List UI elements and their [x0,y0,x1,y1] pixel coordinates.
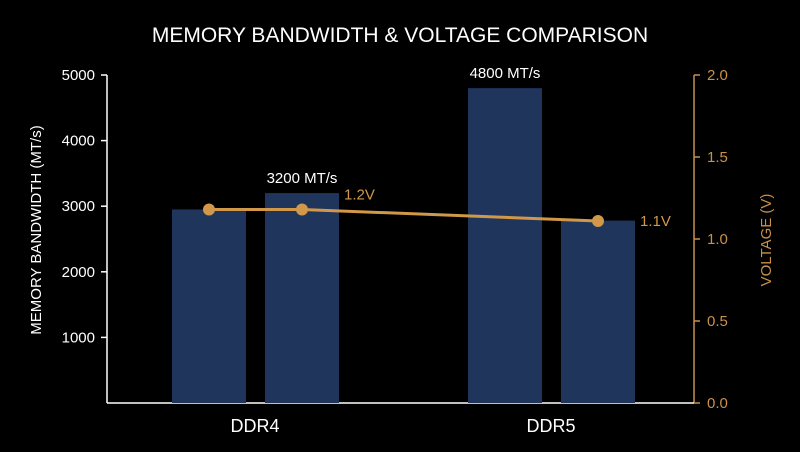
bar-ddr5-a [468,88,542,404]
x-tick-label: DDR4 [230,416,279,436]
bar-series [172,88,635,404]
bar-value-label: 3200 MT/s [267,170,338,187]
voltage-value-label: 1.2V [344,186,375,203]
voltage-point [296,203,308,216]
voltage-series [203,203,604,227]
y-left-tick-label: 5000 [62,67,95,84]
x-tick-label: DDR5 [526,416,575,436]
voltage-value-label: 1.1V [640,213,671,230]
y-left-tick-label: 4000 [62,133,95,150]
y-left-tick-label: 2000 [62,264,95,281]
y-left-tick-label: 1000 [62,329,95,346]
bar-value-label: 4800 MT/s [470,65,541,82]
chart-title: MEMORY BANDWIDTH & VOLTAGE COMPARISON [152,24,648,47]
bar-ddr5-b [561,220,635,403]
data-labels: 3200 MT/s 4800 MT/s 1.2V 1.1V [267,65,671,230]
y-axis-right-label: VOLTAGE (V) [758,194,775,287]
bar-ddr4-a [172,209,246,403]
y-right-tick-label: 1.0 [707,231,728,248]
y-right-tick-label: 2.0 [707,67,728,84]
y-left-tick-label: 3000 [62,198,95,215]
y-right-tick-label: 0.0 [707,395,728,412]
y-right-tick-label: 0.5 [707,313,728,330]
voltage-point [203,203,215,216]
voltage-point [592,214,604,227]
y-axis-left-label: MEMORY BANDWIDTH (MT/s) [28,125,45,334]
y-right-tick-label: 1.5 [707,149,728,166]
bar-ddr4-b [265,193,339,403]
